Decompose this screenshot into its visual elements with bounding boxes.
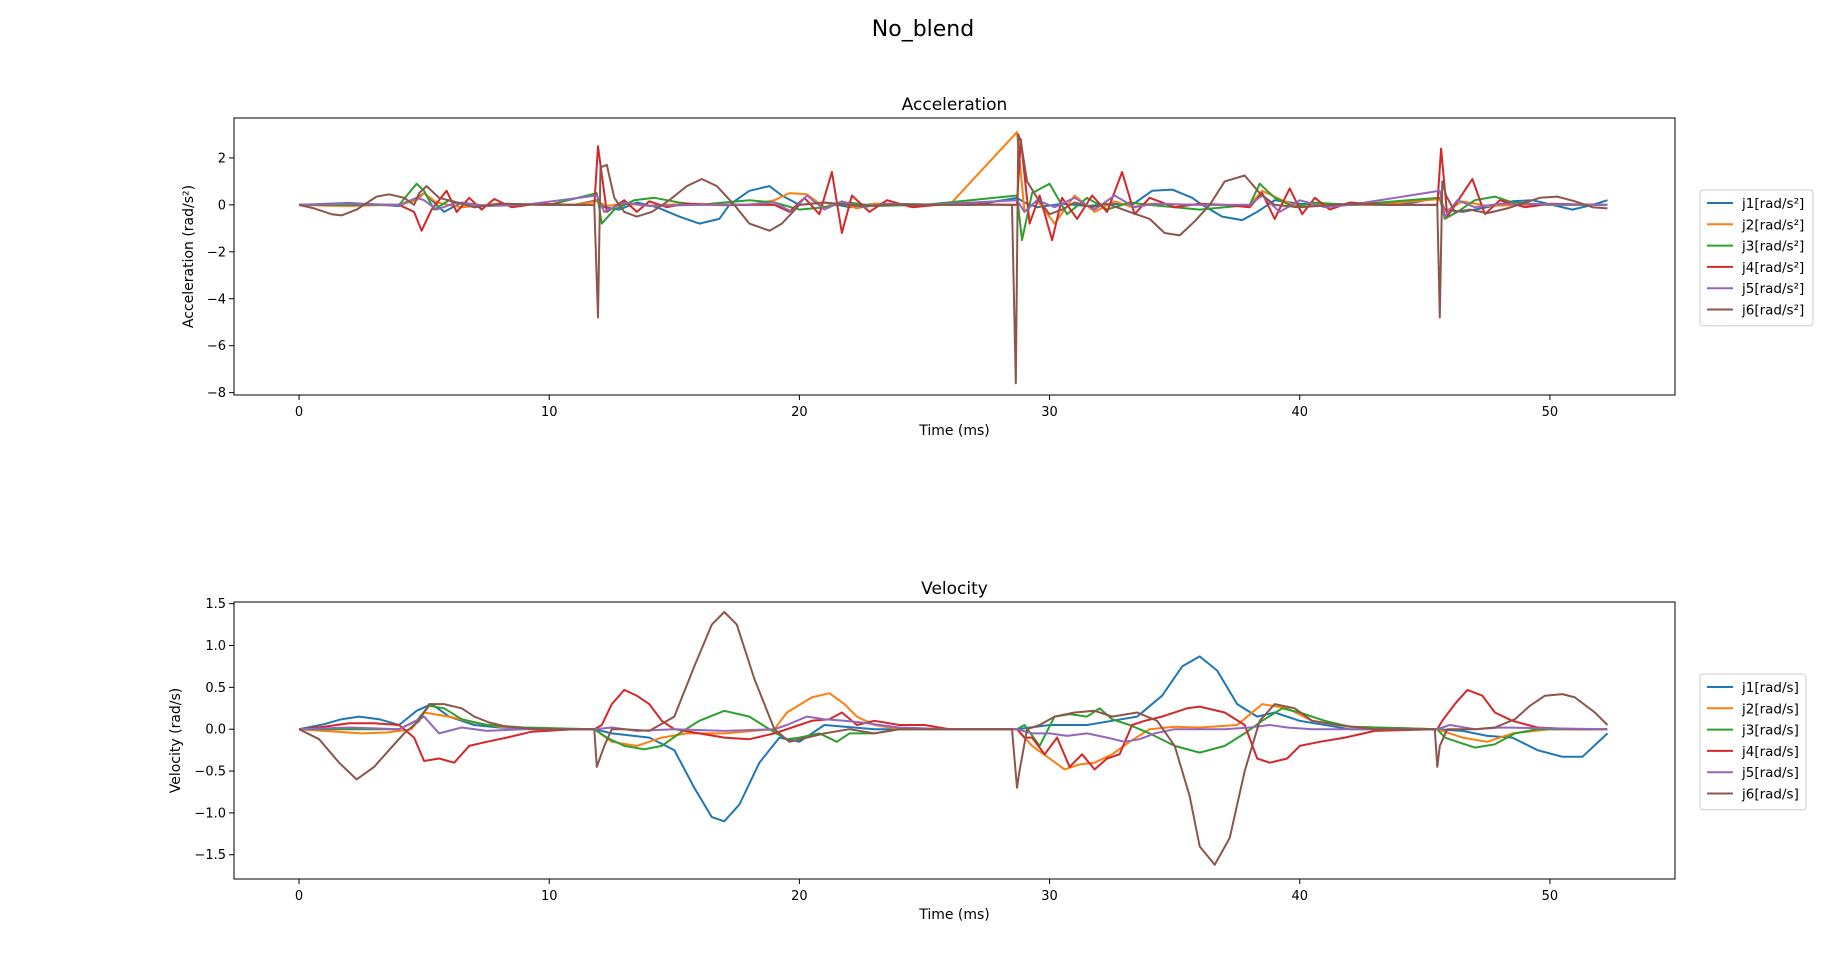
velocity-legend-label-j3: j3[rad/s] (1741, 723, 1799, 739)
velocity-y-tick-label: −0.5 (194, 765, 226, 780)
velocity-y-tick-label: −1.0 (194, 806, 226, 821)
acceleration-y-tick-label: −6 (207, 339, 226, 354)
velocity-x-axis-label: Time (ms) (918, 907, 990, 923)
acceleration-legend-label-j4: j4[rad/s²] (1741, 260, 1804, 276)
acceleration-y-axis-label: Acceleration (rad/s²) (181, 185, 197, 328)
acceleration-legend-label-j6: j6[rad/s²] (1741, 303, 1804, 319)
velocity-y-tick-label: 0.0 (205, 723, 226, 738)
acceleration-x-tick-label: 40 (1291, 405, 1308, 420)
velocity-legend-label-j1: j1[rad/s] (1741, 680, 1799, 696)
velocity-legend-label-j2: j2[rad/s] (1741, 701, 1799, 717)
acceleration-series-j6-line (298, 133, 1608, 385)
acceleration-legend: j1[rad/s²] j2[rad/s²] j3[rad/s²] j4[rad/s²]… (1699, 189, 1814, 327)
velocity-legend-label-j5: j5[rad/s] (1741, 765, 1799, 781)
velocity-legend-label-j6: j6[rad/s] (1741, 787, 1799, 803)
velocity-x-tick-label: 50 (1542, 889, 1559, 904)
figure-title: No_blend (872, 17, 974, 42)
acceleration-x-tick-label: 30 (1041, 405, 1058, 420)
acceleration-x-tick-label: 20 (791, 405, 808, 420)
velocity-x-tick-label: 20 (791, 889, 808, 904)
velocity-x-tick-label: 40 (1291, 889, 1308, 904)
velocity-x-tick-label: 30 (1041, 889, 1058, 904)
velocity-y-tick-label: −1.5 (194, 848, 226, 863)
velocity-legend-label-j4: j4[rad/s] (1741, 744, 1799, 760)
velocity-title: Velocity (921, 579, 988, 599)
velocity-x-tick-label: 0 (295, 889, 303, 904)
acceleration-y-tick-label: 2 (218, 151, 226, 166)
acceleration-axes-frame (233, 117, 1676, 396)
velocity-axes-frame (233, 601, 1676, 880)
acceleration-legend-label-j2: j2[rad/s²] (1741, 217, 1804, 233)
velocity-x-tick-label: 10 (541, 889, 558, 904)
acceleration-x-axis-label: Time (ms) (918, 423, 990, 439)
velocity-y-tick-label: 0.5 (205, 681, 226, 696)
acceleration-y-tick-label: −4 (207, 292, 226, 307)
velocity-series-j6-line (298, 611, 1609, 866)
acceleration-legend-label-j1: j1[rad/s²] (1741, 196, 1804, 212)
velocity-y-tick-label: 1.5 (205, 597, 226, 612)
acceleration-series-group (298, 131, 1608, 385)
acceleration-x-tick-label: 50 (1542, 405, 1559, 420)
acceleration-title: Acceleration (902, 95, 1008, 115)
velocity-y-axis-label: Velocity (rad/s) (168, 688, 184, 794)
acceleration-x-tick-label: 0 (295, 405, 303, 420)
acceleration-legend-label-j3: j3[rad/s²] (1741, 239, 1804, 255)
velocity-plot: Velocity 0 10 20 30 40 50 1.5 1.0 0.5 0.0 −0.5 −1.0 −… (168, 579, 1807, 923)
velocity-legend: j1[rad/s] j2[rad/s] j3[rad/s] j4[rad/s] j5[r… (1699, 673, 1807, 811)
acceleration-legend-label-j5: j5[rad/s²] (1741, 281, 1804, 297)
velocity-y-tick-label: 1.0 (205, 639, 226, 654)
velocity-series-group (298, 611, 1609, 866)
acceleration-y-tick-label: −8 (207, 386, 226, 401)
acceleration-y-tick-label: 0 (218, 198, 226, 213)
acceleration-x-tick-label: 10 (541, 405, 558, 420)
acceleration-y-tick-label: −2 (207, 245, 226, 260)
